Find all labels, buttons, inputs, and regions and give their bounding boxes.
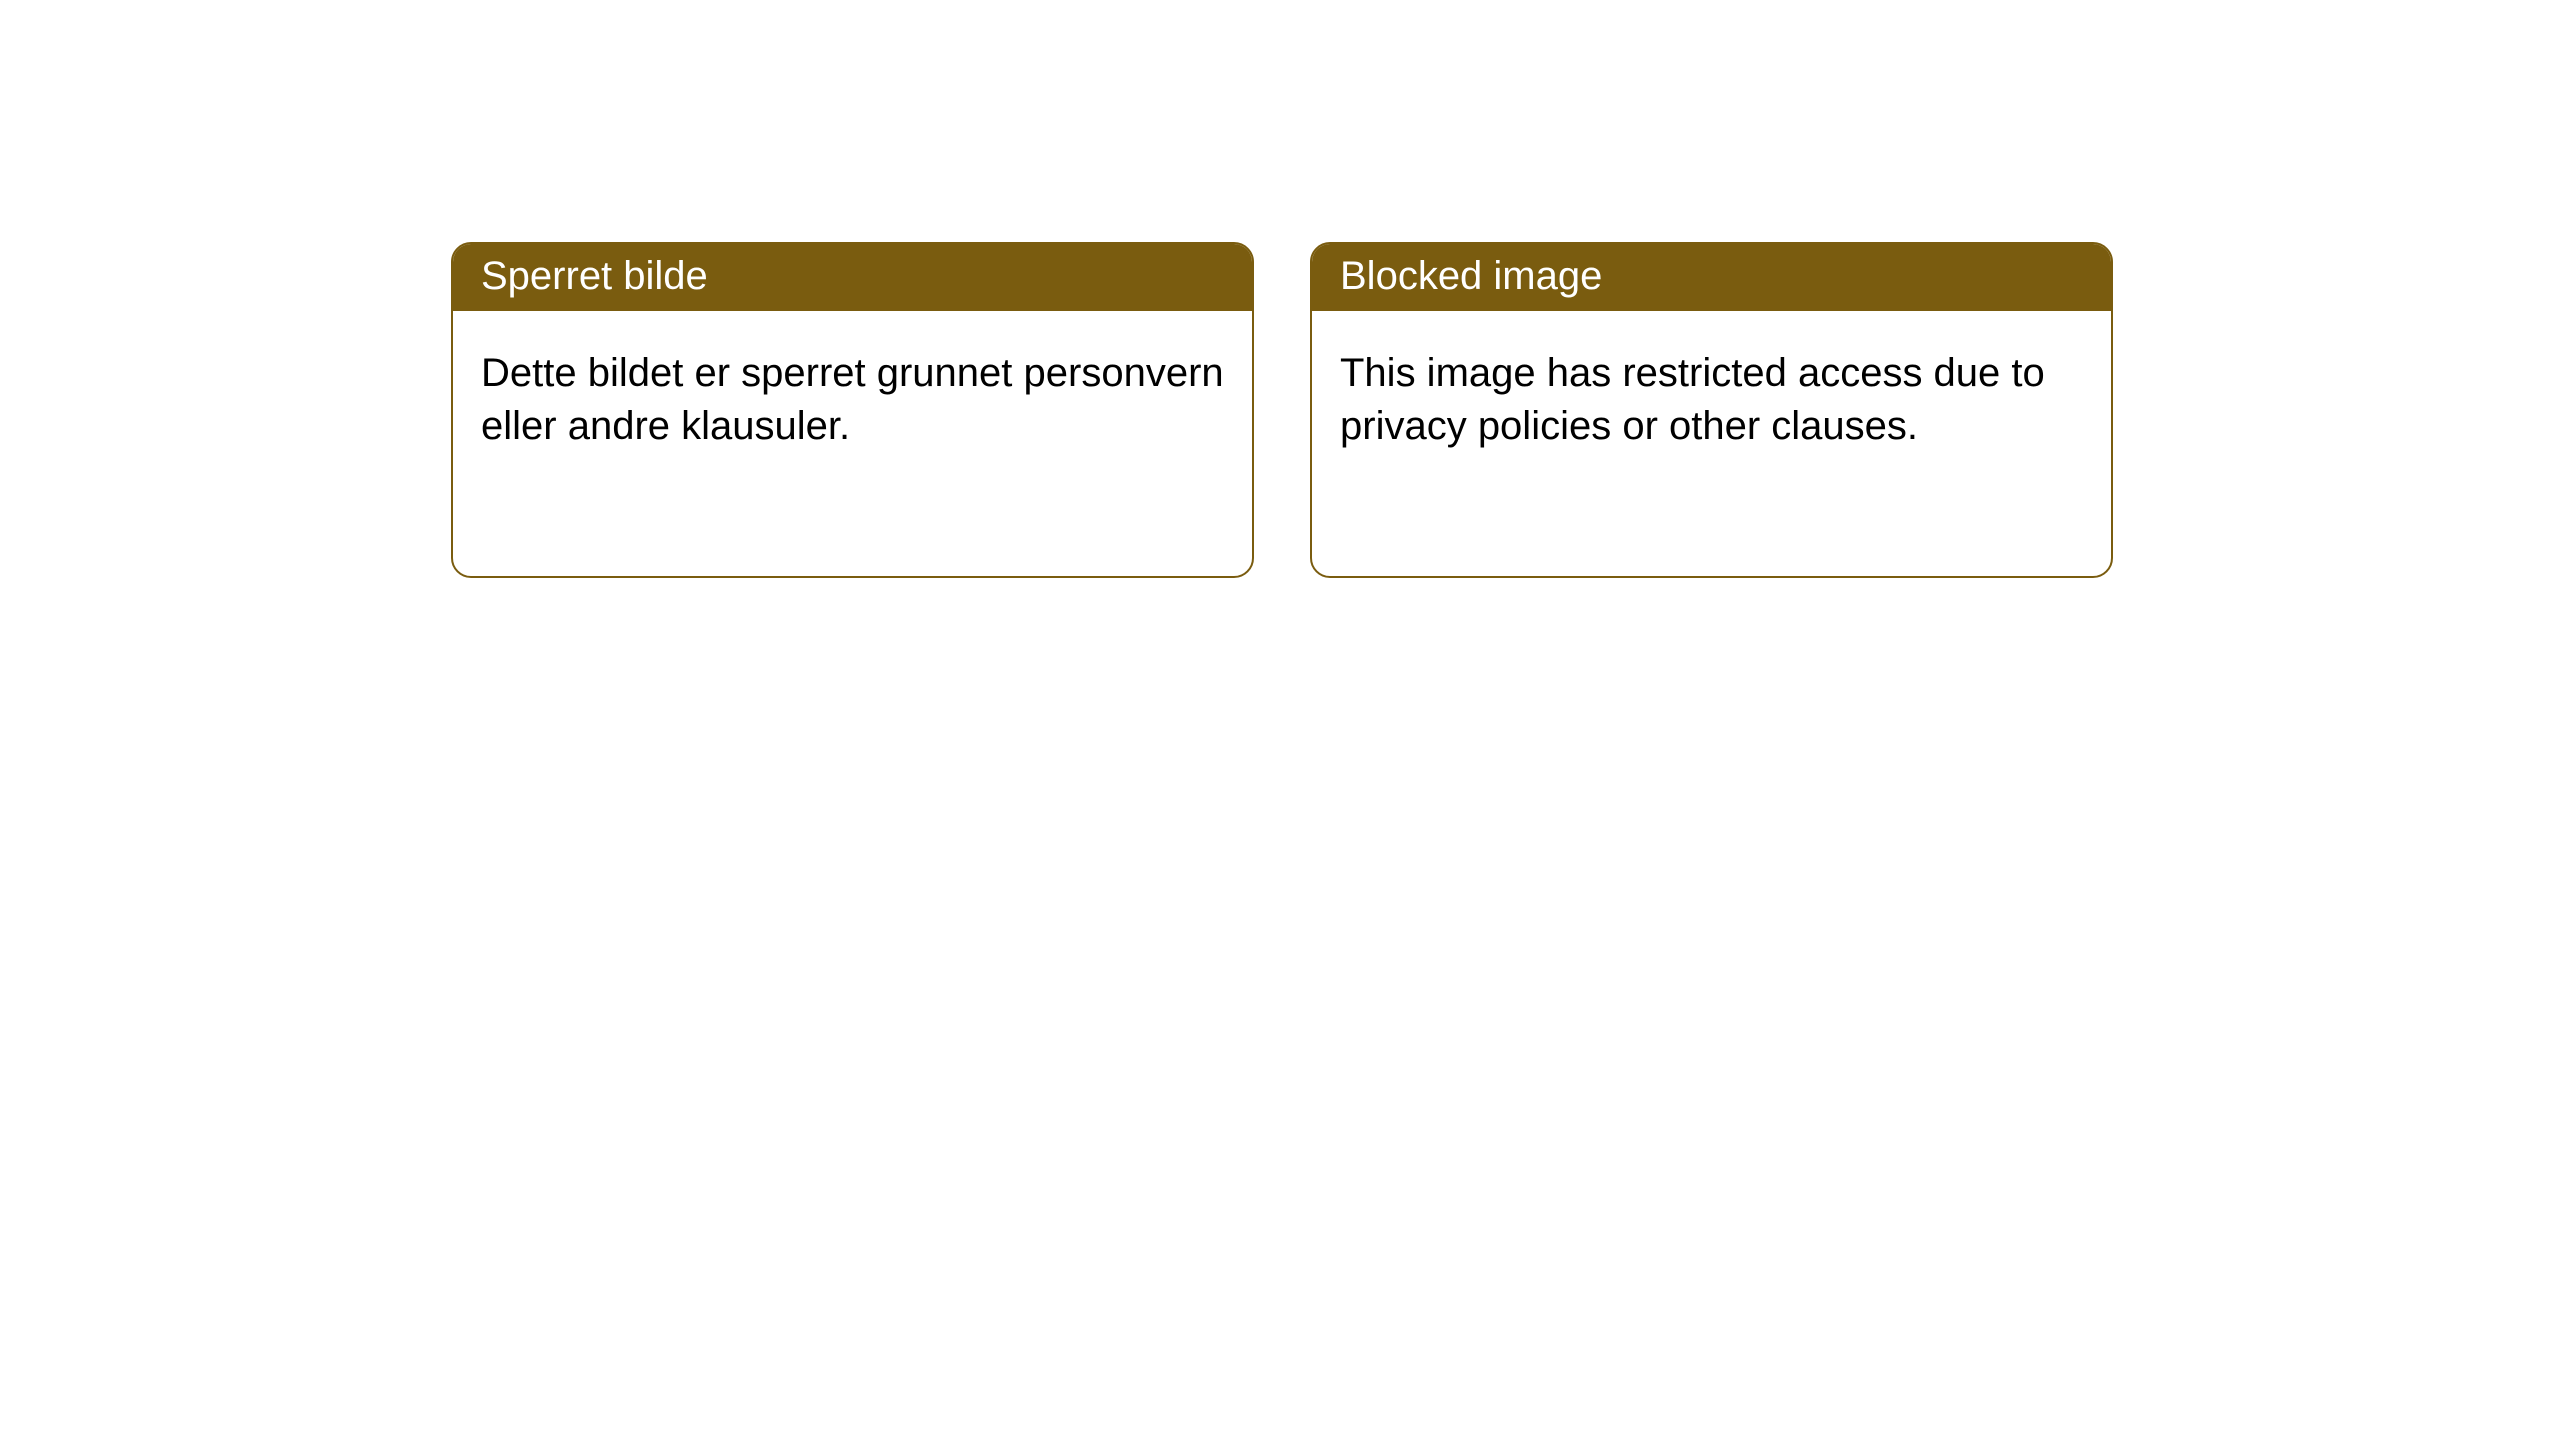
notice-title-no: Sperret bilde [453, 244, 1252, 311]
notice-body-no: Dette bildet er sperret grunnet personve… [453, 311, 1252, 489]
notice-card-en: Blocked image This image has restricted … [1310, 242, 2113, 578]
notice-card-no: Sperret bilde Dette bildet er sperret gr… [451, 242, 1254, 578]
notice-body-en: This image has restricted access due to … [1312, 311, 2111, 489]
notice-title-en: Blocked image [1312, 244, 2111, 311]
notice-container: Sperret bilde Dette bildet er sperret gr… [0, 0, 2560, 578]
